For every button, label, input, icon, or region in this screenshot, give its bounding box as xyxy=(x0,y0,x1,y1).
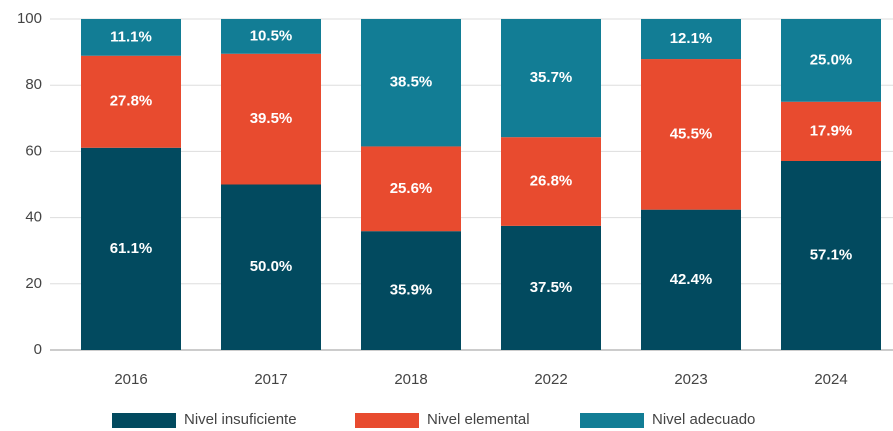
bar-segment xyxy=(221,19,321,54)
bar-segment xyxy=(641,19,741,60)
x-tick-label: 2024 xyxy=(814,371,847,388)
bar-segment xyxy=(361,231,461,350)
x-tick-label: 2017 xyxy=(254,371,287,388)
legend-label: Nivel elemental xyxy=(427,411,530,428)
y-tick-label: 100 xyxy=(17,10,42,27)
bar-segment xyxy=(81,147,181,350)
x-tick-label: 2022 xyxy=(534,371,567,388)
bar-segment xyxy=(81,55,181,148)
data-label: 12.1% xyxy=(670,30,713,47)
legend-swatch xyxy=(355,413,419,428)
data-label: 11.1% xyxy=(110,28,152,45)
data-label: 45.5% xyxy=(670,125,713,142)
bar-segment xyxy=(221,184,321,350)
x-tick-label: 2023 xyxy=(674,371,707,388)
y-tick-label: 80 xyxy=(25,76,42,93)
data-label: 35.9% xyxy=(390,282,433,299)
data-label: 35.7% xyxy=(530,69,573,86)
data-label: 37.5% xyxy=(530,279,573,296)
bar-segment xyxy=(781,19,881,102)
y-tick-label: 20 xyxy=(25,275,42,292)
bar-segment xyxy=(361,19,461,147)
legend-label: Nivel adecuado xyxy=(652,411,755,428)
legend-swatch xyxy=(580,413,644,428)
data-label: 50.0% xyxy=(250,258,293,275)
legend-label: Nivel insuficiente xyxy=(184,411,297,428)
data-label: 27.8% xyxy=(110,93,153,110)
x-tick-label: 2016 xyxy=(114,371,147,388)
data-label: 57.1% xyxy=(810,246,853,263)
bar-segment xyxy=(641,59,741,210)
data-label: 61.1% xyxy=(110,240,153,257)
data-label: 26.8% xyxy=(530,172,573,189)
data-label: 25.6% xyxy=(390,180,433,197)
y-tick-label: 40 xyxy=(25,209,42,226)
bar-segment xyxy=(781,160,881,350)
bar-segment xyxy=(81,19,181,56)
x-tick-label: 2018 xyxy=(394,371,427,388)
data-label: 42.4% xyxy=(670,271,713,288)
y-tick-label: 60 xyxy=(25,142,42,159)
bar-segment xyxy=(501,225,601,350)
data-label: 25.0% xyxy=(810,51,853,68)
y-tick-label: 0 xyxy=(34,341,42,358)
data-label: 39.5% xyxy=(250,110,293,127)
data-label: 17.9% xyxy=(810,122,853,139)
data-label: 10.5% xyxy=(250,27,293,44)
bar-segment xyxy=(781,101,881,161)
bar-segment xyxy=(641,209,741,350)
bar-segment xyxy=(221,53,321,185)
bar-segment xyxy=(501,19,601,138)
bar-segment xyxy=(361,146,461,232)
legend-swatch xyxy=(112,413,176,428)
bar-segment xyxy=(501,137,601,226)
data-label: 38.5% xyxy=(390,74,433,91)
